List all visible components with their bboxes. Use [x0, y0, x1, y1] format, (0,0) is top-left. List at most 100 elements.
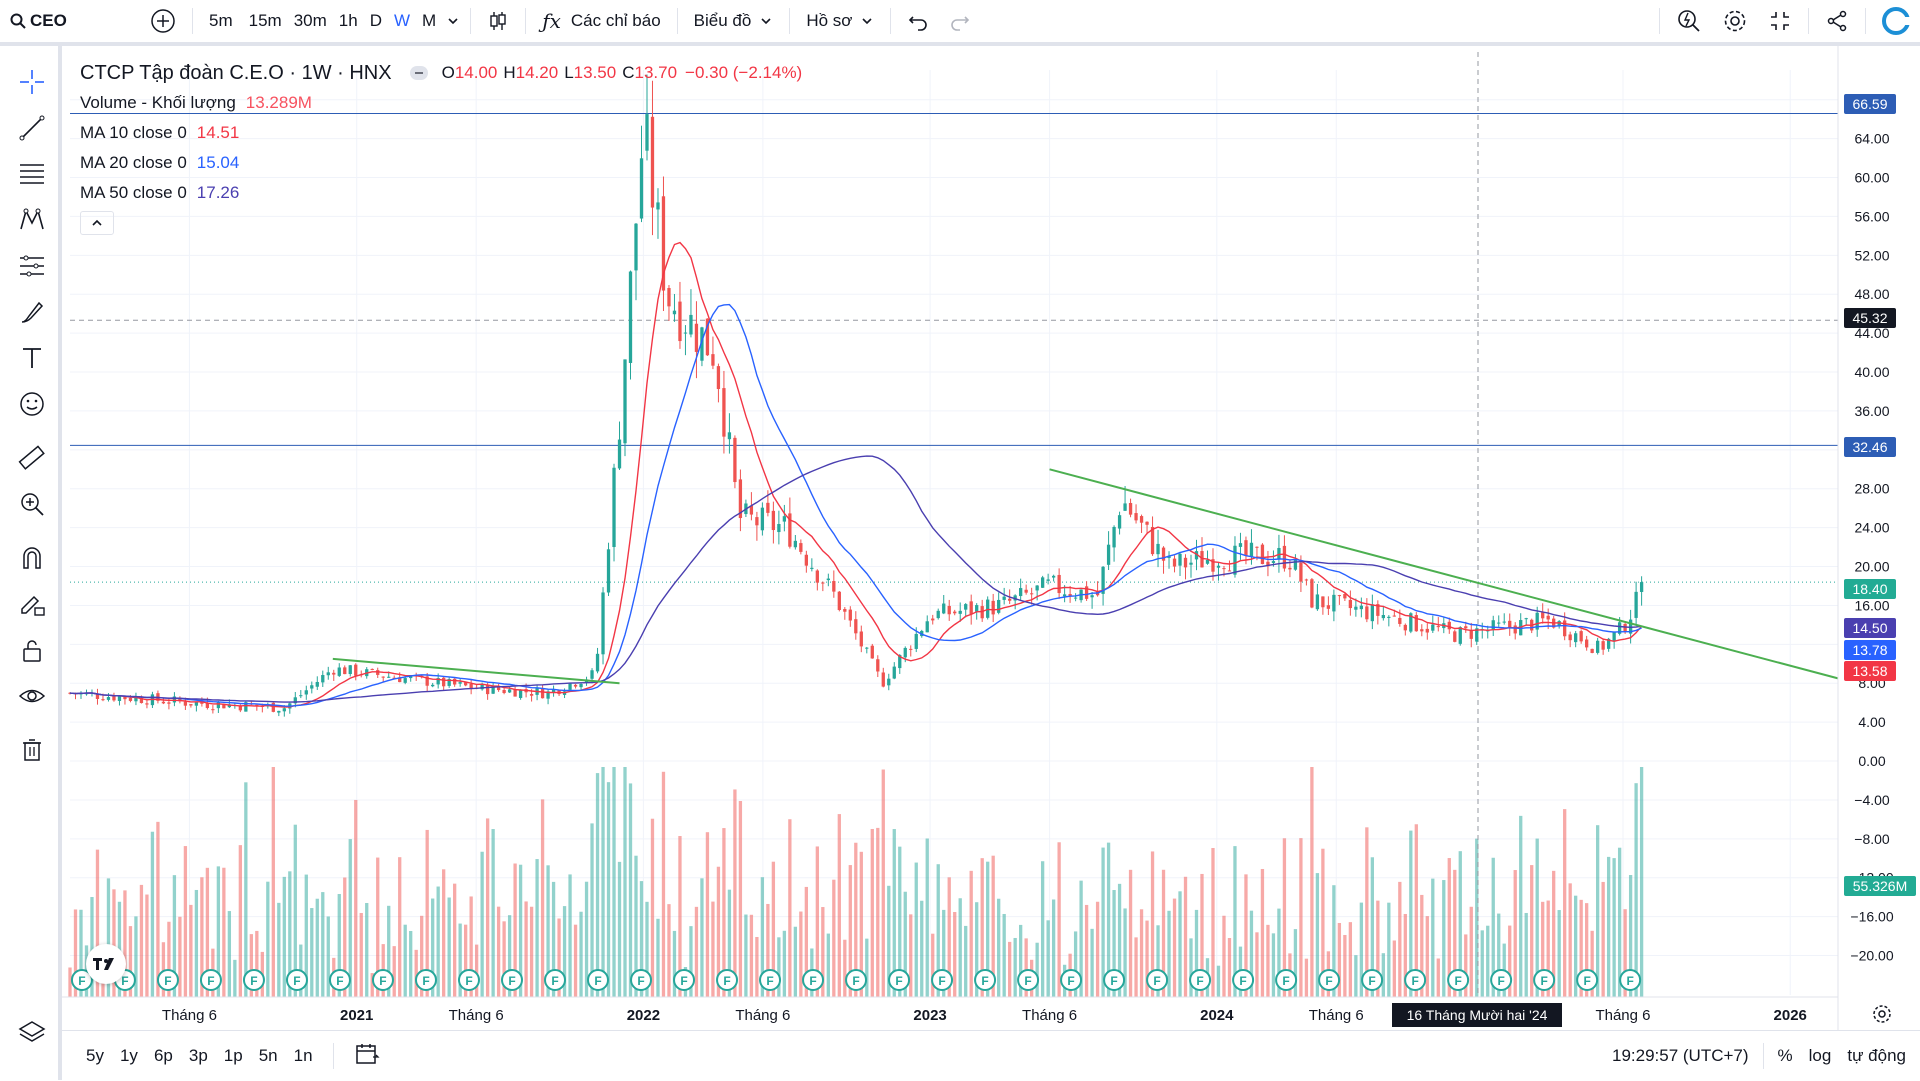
volume-bar: [238, 845, 242, 997]
range-1d[interactable]: 1n: [293, 1046, 313, 1065]
bottom-toolbar: 5y 1y 6p 3p 1p 5n 1n 19:29:57 (UTC+7) % …: [62, 1030, 1920, 1081]
percent-toggle[interactable]: %: [1777, 1046, 1793, 1065]
interval-5m[interactable]: 5m: [209, 11, 233, 30]
settings-button[interactable]: [1712, 2, 1758, 40]
range-5d[interactable]: 5n: [258, 1046, 278, 1065]
interval-15m[interactable]: 15m: [248, 11, 282, 30]
candle-body: [1057, 574, 1061, 594]
trend-line-tool[interactable]: [14, 110, 50, 146]
undo-button[interactable]: [897, 2, 939, 40]
log-toggle[interactable]: log: [1808, 1046, 1832, 1065]
magnet-tool[interactable]: [14, 540, 50, 576]
hide-drawings-tool[interactable]: [14, 678, 50, 714]
range-1m[interactable]: 1p: [223, 1046, 243, 1065]
fib-tool[interactable]: [14, 156, 50, 192]
range-1y[interactable]: 1y: [119, 1046, 138, 1065]
emoji-tool[interactable]: [14, 386, 50, 422]
symbol-search[interactable]: CEO: [0, 2, 140, 40]
level-label-mid: 32.46: [1844, 437, 1896, 457]
remove-drawings-tool[interactable]: [14, 732, 50, 768]
indicators-button[interactable]: ƒx Các chỉ báo: [532, 2, 670, 40]
share-button[interactable]: [1815, 2, 1859, 40]
volume-bar: [595, 773, 600, 997]
volume-bar: [1249, 910, 1254, 997]
crosshair-date-label: 16 Tháng Mười hai '24: [1392, 1003, 1562, 1027]
axis-settings-icon[interactable]: [1873, 1005, 1891, 1023]
volume-bar: [1617, 847, 1622, 997]
legend-ma50-row[interactable]: MA 50 close 0 17.26: [80, 178, 802, 208]
lock-all-tool[interactable]: [14, 632, 50, 668]
goto-date-button[interactable]: [346, 1042, 388, 1071]
object-tree-tool[interactable]: [14, 1014, 50, 1050]
volume-bar: [1595, 825, 1600, 997]
candle-body: [1524, 618, 1528, 620]
forecast-tool[interactable]: [14, 248, 50, 284]
volume-bar: [425, 829, 429, 997]
legend-ma20-row[interactable]: MA 20 close 0 15.04: [80, 148, 802, 178]
ma20-line: [69, 303, 1642, 707]
interval-1h[interactable]: 1h: [338, 11, 358, 30]
chart-type-button[interactable]: [477, 2, 519, 40]
lock-drawing-tool[interactable]: [14, 586, 50, 622]
price-tick-label: −16.00: [1850, 909, 1893, 925]
auto-scale-toggle[interactable]: tự động: [1847, 1046, 1906, 1065]
range-3m[interactable]: 3p: [188, 1046, 208, 1065]
volume-bar: [980, 858, 984, 997]
volume-bar: [244, 782, 248, 997]
ruler-tool[interactable]: [14, 440, 50, 476]
volume-bar: [348, 839, 352, 997]
interval-d[interactable]: D: [369, 11, 382, 30]
brush-tool[interactable]: [14, 294, 50, 330]
zoom-tool[interactable]: [14, 486, 50, 522]
candle-body: [370, 668, 374, 670]
time-axis[interactable]: Tháng 6 2021 Tháng 6 2022 Tháng 6 2023 Tháng 6…: [62, 996, 1891, 1024]
candle-body: [595, 653, 600, 672]
crosshair-tool[interactable]: [14, 64, 50, 100]
trend-line-icon: [19, 115, 45, 141]
candle-body: [1304, 579, 1309, 581]
event-marker: F: [845, 969, 868, 991]
fullscreen-button[interactable]: [1758, 2, 1802, 40]
legend-ma10-row[interactable]: MA 10 close 0 14.51: [80, 118, 802, 148]
event-letter: F: [895, 974, 902, 988]
interval-m[interactable]: M: [422, 11, 437, 30]
interval-30m[interactable]: 30m: [293, 11, 327, 30]
candle-body: [760, 507, 765, 531]
clock-timezone[interactable]: 19:29:57 (UTC+7): [1611, 1046, 1749, 1065]
event-letter: F: [121, 974, 128, 988]
legend-toggle[interactable]: [409, 66, 428, 80]
legend-collapse-button[interactable]: [80, 211, 114, 235]
volume-bar: [1398, 881, 1402, 997]
redo-button[interactable]: [939, 2, 981, 40]
volume-bar: [1013, 937, 1017, 997]
interval-w[interactable]: W: [393, 11, 411, 30]
volume-bar: [1365, 827, 1369, 997]
tradingview-logo[interactable]: [86, 944, 126, 984]
candle-body: [1387, 616, 1391, 618]
volume-bar: [1189, 938, 1193, 997]
volume-bar: [892, 829, 896, 997]
profile-button[interactable]: Hồ sơ: [796, 2, 884, 40]
pattern-tool[interactable]: [14, 202, 50, 238]
candle-body: [1359, 605, 1364, 610]
legend-volume-row[interactable]: Volume - Khối lượng 13.289M: [80, 88, 802, 118]
event-circle: [199, 969, 222, 991]
event-marker: F: [1017, 969, 1040, 991]
compare-button[interactable]: [140, 2, 186, 40]
volume-bar: [205, 867, 210, 997]
symbol-title[interactable]: CTCP Tập đoàn C.E.O · 1W · HNX: [80, 61, 392, 84]
price-tick-label: 40.00: [1854, 364, 1889, 380]
range-6m[interactable]: 6p: [153, 1046, 173, 1065]
candle-body: [222, 703, 226, 709]
volume-bar: [128, 926, 133, 997]
candle-body: [1134, 513, 1138, 521]
volume-bar: [436, 886, 440, 997]
event-marker: F: [802, 969, 825, 991]
interval-dropdown[interactable]: [442, 2, 464, 40]
text-tool[interactable]: [14, 340, 50, 376]
chart-menu-button[interactable]: Biểu đồ: [684, 2, 784, 40]
range-5y[interactable]: 5y: [86, 1046, 104, 1065]
separator: [470, 8, 472, 34]
quick-search-button[interactable]: [1666, 2, 1712, 40]
